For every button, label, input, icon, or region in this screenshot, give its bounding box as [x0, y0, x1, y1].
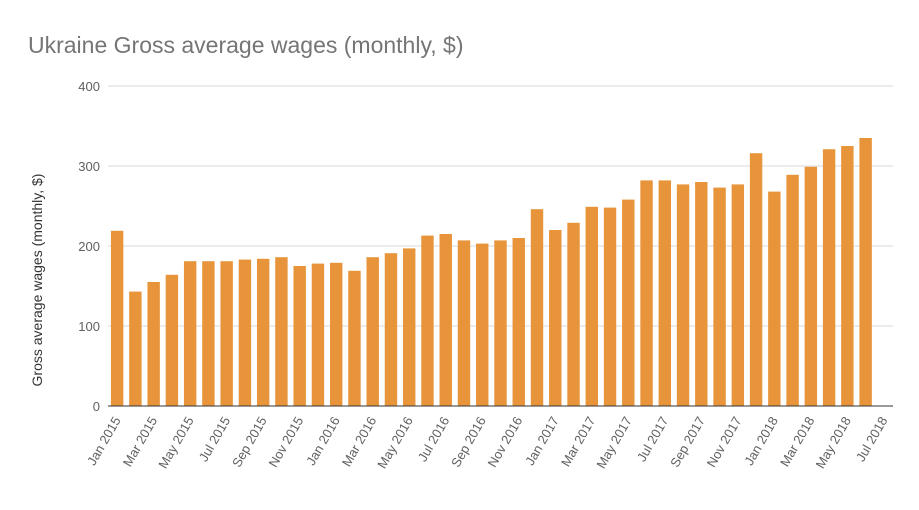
y-tick-label: 200: [78, 239, 100, 254]
y-axis-label: Gross average wages (monthly, $): [29, 174, 45, 387]
bar: [110, 230, 124, 406]
bar: [238, 259, 252, 406]
bar: [841, 146, 854, 406]
bar: [256, 258, 270, 406]
bar: [275, 257, 288, 406]
y-tick-label: 0: [93, 399, 100, 414]
bar: [622, 199, 635, 406]
bar: [567, 222, 580, 406]
bar: [329, 262, 343, 406]
bar: [165, 274, 179, 406]
bar: [147, 282, 160, 406]
bar: [494, 240, 507, 406]
bar: [585, 206, 598, 406]
bar: [804, 166, 818, 406]
bar: [640, 180, 653, 406]
bar: [129, 291, 142, 406]
bar: [202, 261, 215, 406]
bar: [549, 230, 562, 406]
y-tick-label: 300: [78, 159, 100, 174]
bar: [384, 253, 398, 406]
bar: [439, 234, 452, 406]
bar: [311, 263, 325, 406]
bar: [822, 149, 836, 406]
bar: [366, 257, 379, 406]
chart-title: Ukraine Gross average wages (monthly, $): [28, 32, 463, 58]
bar: [293, 266, 306, 406]
bar: [603, 207, 617, 406]
bar: [512, 238, 525, 406]
bar: [859, 138, 872, 406]
bar: [786, 174, 799, 406]
bar: [421, 235, 434, 406]
y-tick-label: 400: [78, 79, 100, 94]
bar: [403, 248, 416, 406]
bar: [457, 240, 471, 406]
bar: [768, 191, 781, 406]
bar: [530, 209, 544, 406]
bar: [731, 184, 745, 406]
y-tick-label: 100: [78, 319, 100, 334]
bar: [713, 187, 726, 406]
bar: [658, 180, 672, 406]
bar: [183, 261, 197, 406]
bar: [676, 184, 690, 406]
bar: [695, 182, 708, 406]
bar: [348, 270, 361, 406]
bar: [749, 153, 763, 406]
bar: [476, 243, 489, 406]
bar: [220, 261, 233, 406]
